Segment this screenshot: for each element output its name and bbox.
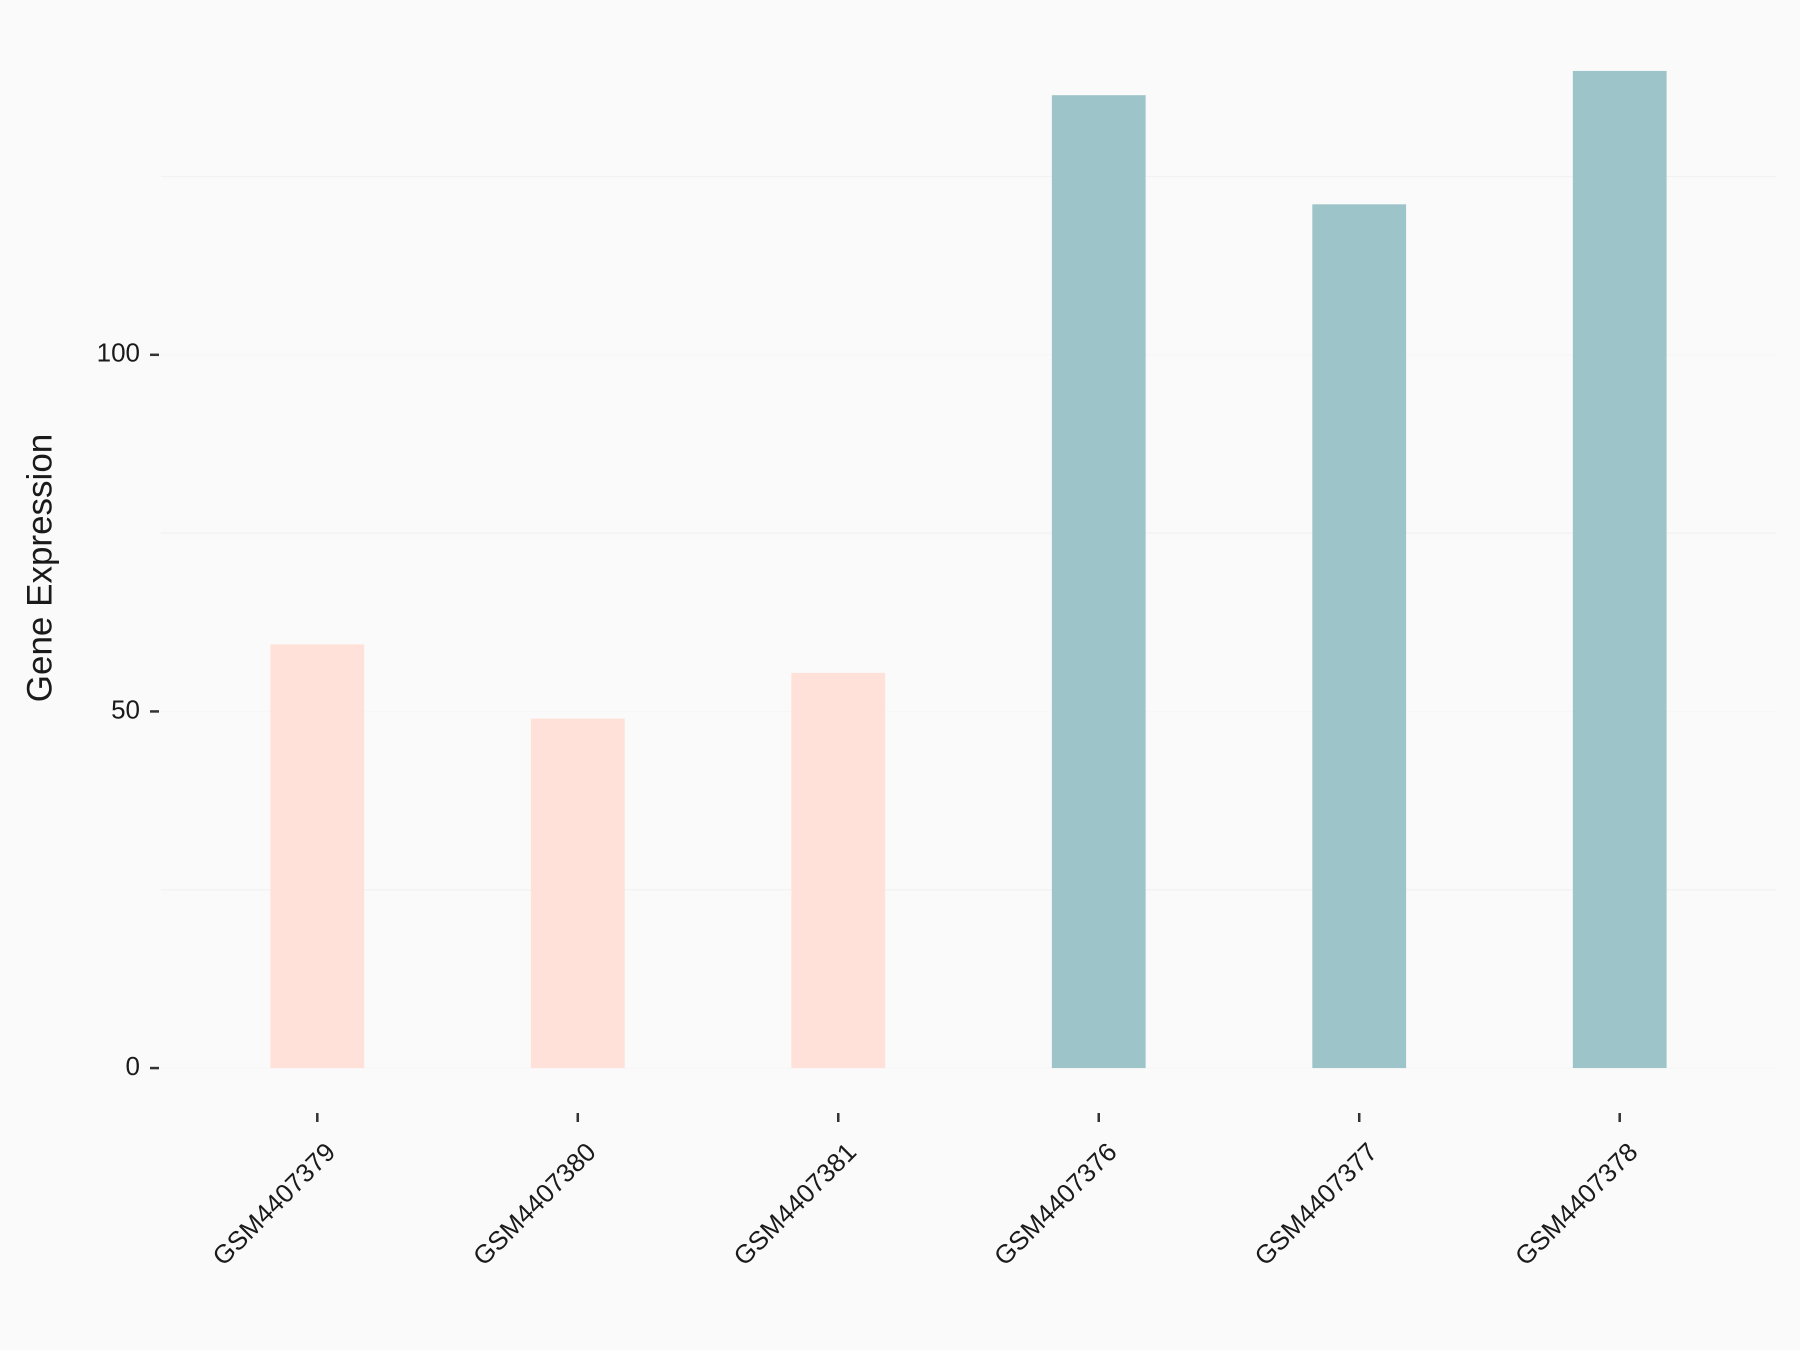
y-tick-label: 50 bbox=[111, 694, 140, 724]
bar bbox=[270, 644, 365, 1069]
bar bbox=[1572, 70, 1667, 1069]
bar bbox=[1051, 95, 1146, 1069]
bar bbox=[530, 718, 625, 1069]
y-axis-title: Gene Expression bbox=[20, 434, 59, 702]
y-tick-label: 0 bbox=[126, 1051, 140, 1081]
bar bbox=[1312, 204, 1407, 1069]
y-tick-label: 100 bbox=[97, 338, 140, 368]
bar bbox=[791, 672, 886, 1069]
